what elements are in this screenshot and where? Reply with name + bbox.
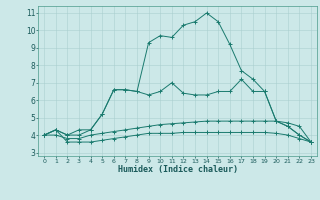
- X-axis label: Humidex (Indice chaleur): Humidex (Indice chaleur): [118, 165, 238, 174]
